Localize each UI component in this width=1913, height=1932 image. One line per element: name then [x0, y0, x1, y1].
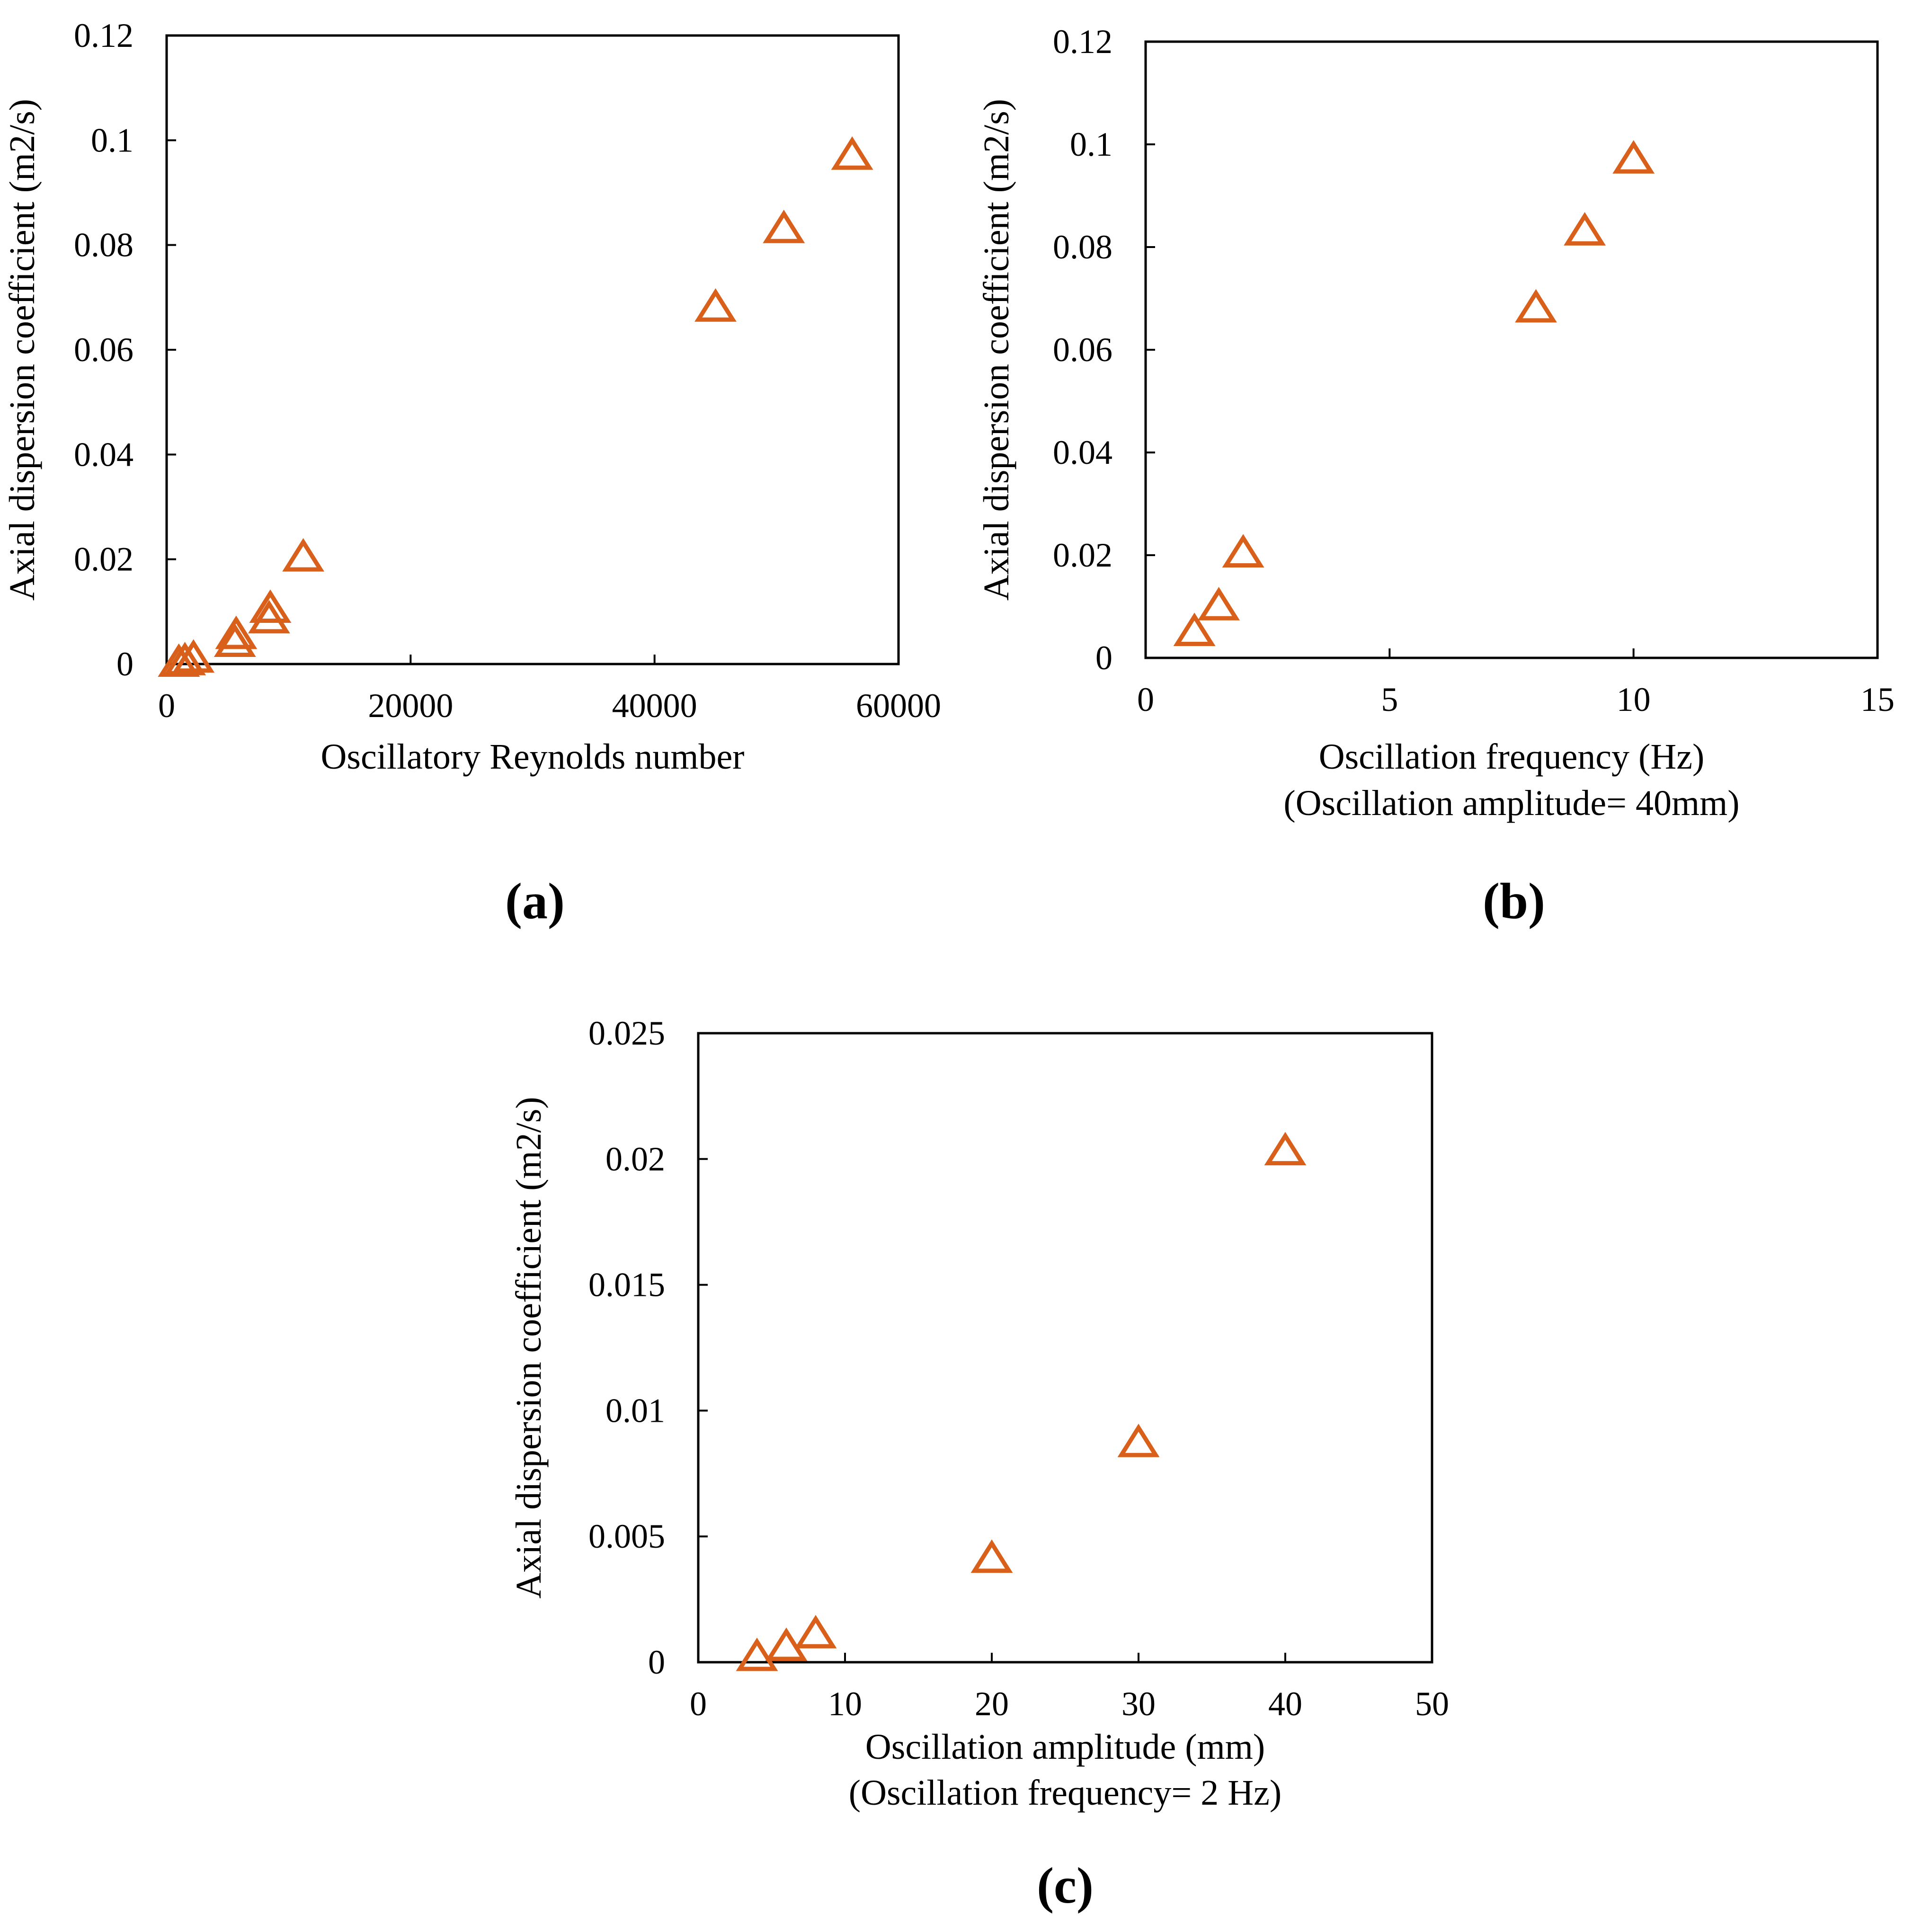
chart-b-x-tick-label: 10	[1617, 681, 1651, 718]
chart-b-panel-label: (b)	[1483, 873, 1545, 930]
chart-a-x-tick-label: 0	[158, 687, 175, 725]
chart-b-y-tick-label: 0.1	[1070, 125, 1112, 163]
chart-a-data-point	[282, 538, 325, 572]
chart-a-y-tick-label: 0.12	[74, 17, 133, 54]
chart-b-data-point	[1612, 140, 1655, 174]
chart-b-data-point	[1173, 612, 1216, 646]
chart-c-data-point	[794, 1615, 837, 1648]
chart-a-x-tick-label: 40000	[612, 687, 697, 725]
chart-c-x-tick-label: 20	[975, 1685, 1009, 1723]
chart-a: 0 20000 40000 60000 0 0.02 0.04 0.06 0.08 0.1 0.12…	[2, 17, 941, 930]
chart-b-x-tick-label: 0	[1137, 681, 1154, 718]
chart-b-y-tick-label: 0	[1095, 639, 1112, 677]
chart-a-data-point	[694, 288, 737, 322]
chart-c-x-tick-label: 0	[690, 1685, 707, 1723]
chart-a-data-point	[214, 623, 256, 657]
chart-b-y-axis-title: Axial dispersion coefficient (m2/s)	[977, 99, 1016, 601]
chart-c-y-tick-label: 0.01	[605, 1391, 665, 1429]
chart-c-data-point	[765, 1627, 808, 1661]
chart-a-data-point	[248, 600, 290, 634]
chart-c-data-point	[1264, 1132, 1307, 1166]
chart-b-x-tick-label: 5	[1381, 681, 1398, 718]
chart-c-y-tick-label: 0.02	[605, 1140, 665, 1178]
chart-b-x-axis-title: Oscillation frequency (Hz)	[1319, 737, 1705, 777]
chart-c-y-axis-title: Axial dispersion coefficient (m2/s)	[509, 1097, 549, 1598]
chart-a-y-tick-label: 0	[116, 645, 133, 683]
chart-b-data-point	[1222, 534, 1264, 567]
chart-c-x-tick-label: 30	[1121, 1685, 1156, 1723]
chart-b-data-point	[1198, 587, 1240, 620]
chart-a-y-tick-label: 0.06	[74, 331, 133, 369]
chart-b-data-point	[1515, 289, 1557, 323]
chart-b-y-tick-label: 0.02	[1053, 536, 1112, 574]
chart-c-x-tick-label: 40	[1268, 1685, 1302, 1723]
chart-a-y-tick-label: 0.08	[74, 226, 133, 264]
chart-c-data-point	[970, 1539, 1013, 1573]
chart-c-plot-area	[697, 1032, 1433, 1664]
chart-b-y-tick-label: 0.12	[1053, 23, 1112, 61]
chart-a-data-point	[249, 589, 292, 623]
chart-c-y-tick-label: 0.025	[588, 1014, 665, 1052]
chart-a-data-point	[831, 136, 873, 170]
chart-b: 0 5 10 15 0 0.02 0.04 0.06 0.08 0.1 0.12 Oscillatio…	[977, 23, 1895, 930]
chart-a-data-point	[215, 615, 258, 649]
chart-a-data-point	[763, 210, 805, 243]
chart-b-y-tick-label: 0.08	[1053, 228, 1112, 266]
chart-a-y-tick-label: 0.1	[91, 121, 133, 159]
chart-c-x-tick-label: 50	[1415, 1685, 1449, 1723]
chart-b-x-axis-subtitle: (Oscillation amplitude= 40mm)	[1283, 783, 1739, 823]
chart-c-x-tick-label: 10	[828, 1685, 862, 1723]
chart-b-x-tick-label: 15	[1860, 681, 1895, 718]
chart-c: 0 10 20 30 40 50 0 0.005 0.01 0.015 0.02 0.025 Oscil…	[509, 1014, 1449, 1914]
chart-c-panel-label: (c)	[1037, 1858, 1094, 1914]
chart-c-y-tick-label: 0.015	[588, 1266, 665, 1304]
chart-b-y-tick-label: 0.04	[1053, 434, 1112, 471]
chart-a-panel-label: (a)	[505, 873, 565, 930]
chart-a-y-axis-title: Axial dispersion coefficient (m2/s)	[2, 99, 42, 601]
chart-c-x-axis-subtitle: (Oscillation frequency= 2 Hz)	[849, 1773, 1281, 1813]
chart-c-y-tick-label: 0	[648, 1643, 665, 1681]
chart-c-x-axis-title: Oscillation amplitude (mm)	[865, 1727, 1265, 1767]
chart-a-x-tick-label: 20000	[368, 687, 453, 725]
chart-a-x-tick-label: 60000	[856, 687, 941, 725]
chart-a-data-point	[172, 639, 215, 673]
chart-b-y-tick-label: 0.06	[1053, 331, 1112, 369]
chart-c-y-tick-label: 0.005	[588, 1517, 665, 1555]
chart-c-data-point	[736, 1637, 778, 1671]
chart-b-data-point	[1564, 212, 1606, 246]
chart-a-x-axis-title: Oscillatory Reynolds number	[321, 737, 745, 777]
chart-a-y-tick-label: 0.02	[74, 541, 133, 578]
chart-a-y-tick-label: 0.04	[74, 435, 133, 473]
chart-c-data-point	[1117, 1424, 1160, 1457]
chart-a-data-point	[164, 642, 206, 675]
chart-a-plot-area	[165, 34, 900, 665]
